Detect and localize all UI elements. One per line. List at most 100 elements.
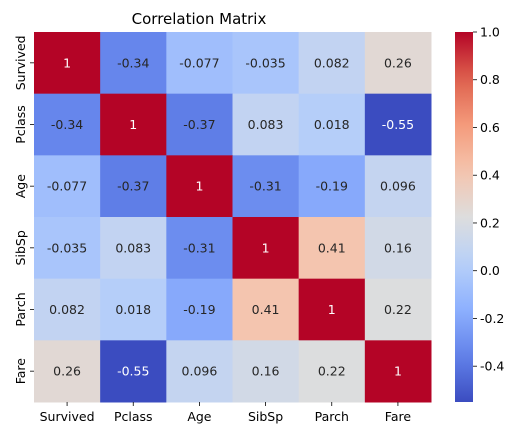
colorbar-tick-label: 1.0 xyxy=(480,25,500,40)
cell-annotation: -0.035 xyxy=(245,55,285,70)
y-axis: Survived Pclass Age SibSp Parch Fare xyxy=(13,35,34,384)
chart-title: Correlation Matrix xyxy=(132,10,267,28)
heatmap-cell xyxy=(232,340,300,403)
colorbar-tick-label: -0.2 xyxy=(480,311,504,326)
heatmap-cell xyxy=(364,93,432,156)
heatmap-cell xyxy=(34,155,101,218)
heatmap-cell xyxy=(298,155,366,218)
cell-annotation: -0.077 xyxy=(179,55,219,70)
cell-annotation: 0.16 xyxy=(252,364,280,379)
y-tick-label: SibSp xyxy=(13,230,28,265)
colorbar-tick-label: 0.2 xyxy=(480,215,500,230)
cell-annotation: 1 xyxy=(394,364,402,379)
heatmap-cell xyxy=(100,155,167,218)
cell-annotation: 0.082 xyxy=(314,55,350,70)
heatmap-cell xyxy=(232,278,300,341)
cell-annotation: -0.19 xyxy=(183,302,215,317)
x-tick-label: Age xyxy=(187,409,211,424)
cell-annotation: -0.34 xyxy=(51,117,83,132)
cell-annotation: -0.077 xyxy=(47,179,87,194)
heatmap-cells xyxy=(34,32,432,403)
cell-annotation: -0.31 xyxy=(249,179,281,194)
heatmap-cell xyxy=(232,217,300,280)
cell-annotation: -0.035 xyxy=(47,240,87,255)
x-tick-label: Survived xyxy=(40,409,95,424)
heatmap-cell xyxy=(166,217,234,280)
cell-annotation: 1 xyxy=(63,55,71,70)
x-tick-label: SibSp xyxy=(248,409,283,424)
colorbar-tick-label: -0.4 xyxy=(480,359,504,374)
cell-annotation: -0.19 xyxy=(316,179,348,194)
cell-annotation: -0.37 xyxy=(117,179,149,194)
cell-annotation: -0.31 xyxy=(183,240,215,255)
y-tick-label: Age xyxy=(13,174,28,198)
cell-annotation: 0.018 xyxy=(115,302,151,317)
x-axis: Survived Pclass Age SibSp Parch Fare xyxy=(40,402,412,424)
cell-annotation: 0.26 xyxy=(53,364,81,379)
heatmap-cell xyxy=(166,93,234,156)
heatmap-cell xyxy=(364,278,432,341)
heatmap-cell xyxy=(34,32,101,95)
heatmap-cell xyxy=(232,155,300,218)
colorbar-tick-label: 0.6 xyxy=(480,120,500,135)
cell-annotation: 1 xyxy=(328,302,336,317)
cell-annotation: 0.096 xyxy=(182,364,218,379)
cell-annotation: 0.16 xyxy=(384,240,412,255)
heatmap-cell xyxy=(298,278,366,341)
heatmap-cell xyxy=(364,340,432,403)
heatmap-cell xyxy=(100,32,167,95)
y-tick-label: Parch xyxy=(13,292,28,326)
heatmap-cell xyxy=(166,278,234,341)
colorbar xyxy=(455,32,473,402)
x-tick-label: Fare xyxy=(385,409,412,424)
heatmap-cell xyxy=(364,32,432,95)
heatmap-cell xyxy=(100,340,167,403)
heatmap-cell xyxy=(298,32,366,95)
y-tick-label: Survived xyxy=(13,35,28,90)
heatmap-cell xyxy=(364,217,432,280)
cell-annotation: -0.34 xyxy=(117,55,149,70)
x-tick-label: Parch xyxy=(315,409,349,424)
cell-annotation: -0.55 xyxy=(382,117,414,132)
cell-annotation: 0.082 xyxy=(49,302,85,317)
cell-annotation: 0.083 xyxy=(248,117,284,132)
heatmap-annotations: 1 -0.34 -0.077 -0.035 0.082 0.26 -0.34 1 -0.37 0.… xyxy=(47,55,416,378)
cell-annotation: -0.37 xyxy=(183,117,215,132)
colorbar-tick-label: 0.0 xyxy=(480,263,500,278)
cell-annotation: 1 xyxy=(195,179,203,194)
cell-annotation: 0.41 xyxy=(252,302,280,317)
heatmap-cell xyxy=(298,217,366,280)
y-tick-label: Pclass xyxy=(13,105,28,144)
heatmap-cell xyxy=(232,93,300,156)
cell-annotation: 0.083 xyxy=(115,240,151,255)
heatmap-cell xyxy=(166,32,234,95)
y-tick-label: Fare xyxy=(13,358,28,385)
heatmap-cell xyxy=(34,217,101,280)
heatmap-cell xyxy=(100,278,167,341)
cell-annotation: 0.22 xyxy=(318,364,346,379)
heatmap-cell xyxy=(34,340,101,403)
heatmap-cell xyxy=(232,32,300,95)
cell-annotation: 1 xyxy=(129,117,137,132)
heatmap-cell xyxy=(364,155,432,218)
cell-annotation: 0.018 xyxy=(314,117,350,132)
cell-annotation: 0.096 xyxy=(380,179,416,194)
heatmap-cell xyxy=(34,93,101,156)
heatmap-cell xyxy=(298,340,366,403)
heatmap-cell xyxy=(100,217,167,280)
heatmap-cell xyxy=(166,155,234,218)
heatmap-cell xyxy=(298,93,366,156)
colorbar-axis: -0.4 -0.2 0.0 0.2 0.4 0.6 0.8 1.0 xyxy=(473,25,504,374)
heatmap-cell xyxy=(100,93,167,156)
cell-annotation: 0.26 xyxy=(384,55,412,70)
colorbar-tick-label: 0.8 xyxy=(480,72,500,87)
cell-annotation: 1 xyxy=(262,240,270,255)
x-tick-label: Pclass xyxy=(114,409,153,424)
cell-annotation: 0.22 xyxy=(384,302,412,317)
colorbar-tick-label: 0.4 xyxy=(480,168,500,183)
cell-annotation: 0.41 xyxy=(318,240,346,255)
cell-annotation: -0.55 xyxy=(117,364,149,379)
heatmap-cell xyxy=(34,278,101,341)
heatmap-cell xyxy=(166,340,234,403)
